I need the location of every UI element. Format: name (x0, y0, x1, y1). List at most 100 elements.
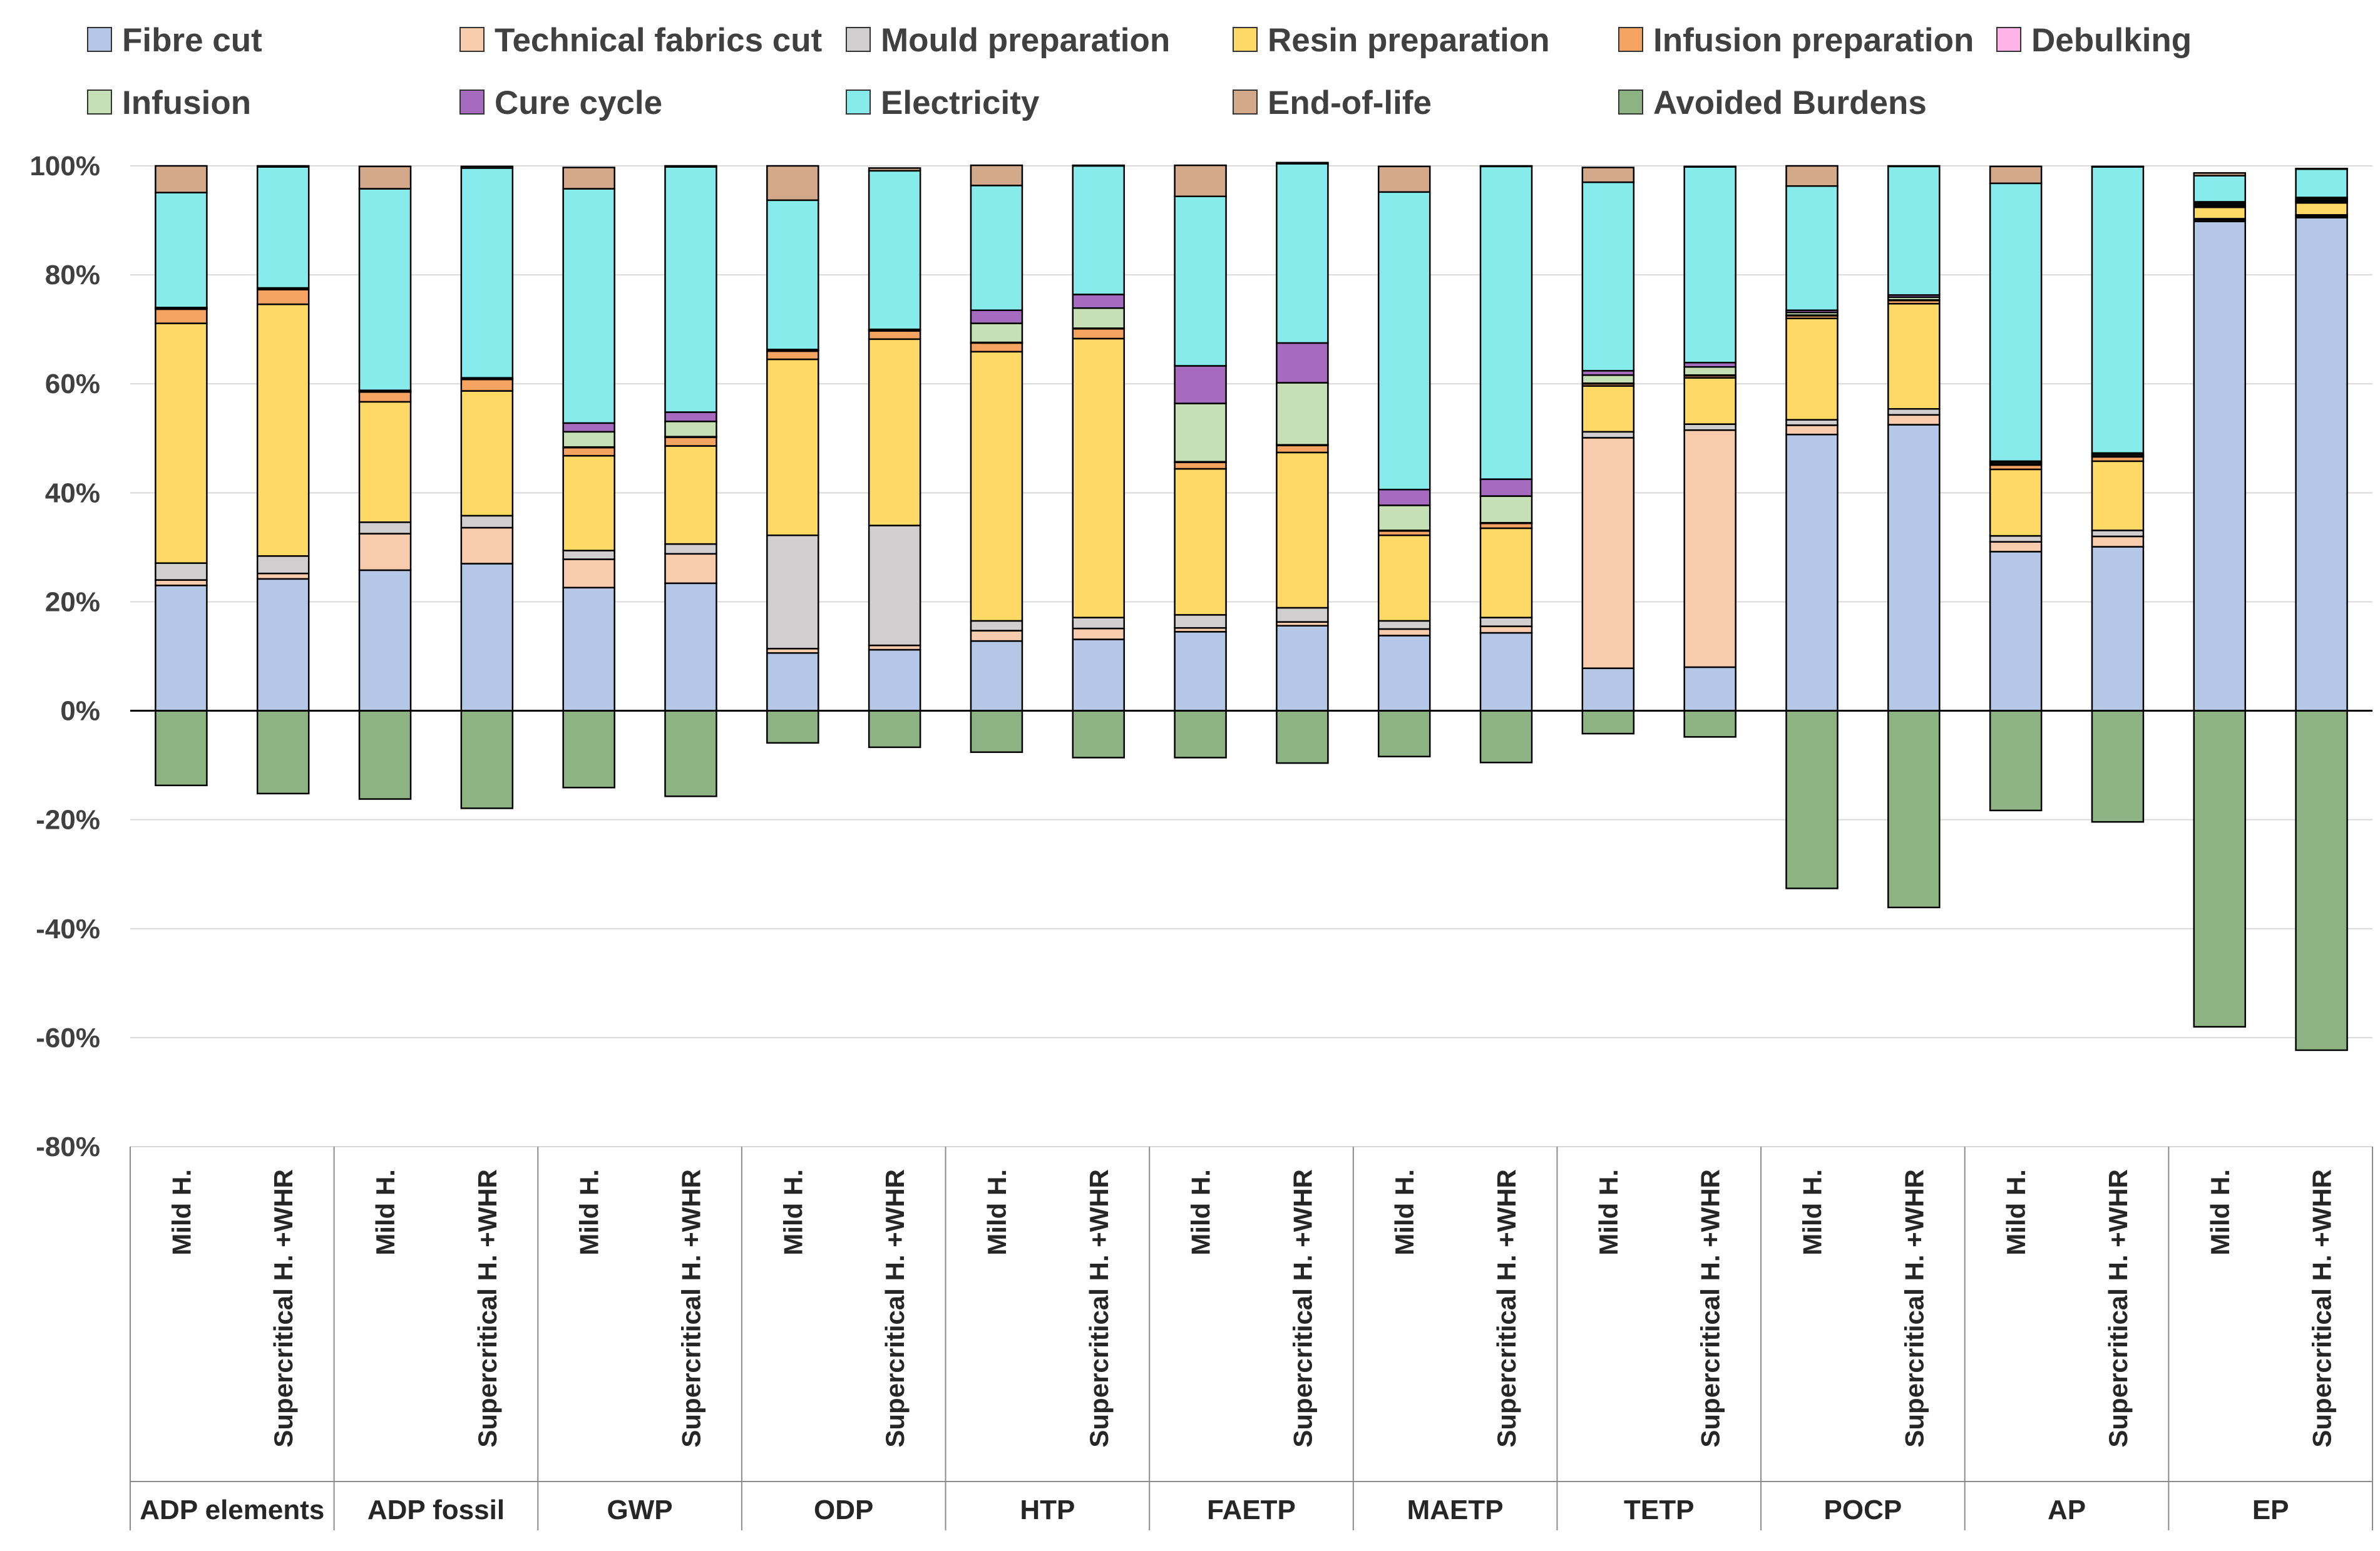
y-tick-label: 80% (45, 260, 100, 290)
bar-segment-fibre-cut-pocp-mild-h (1785, 433, 1839, 712)
bar-segment-end-of-life-faetp-supercritical-h-whr (1276, 161, 1329, 165)
bar-segment-infusion-gwp-supercritical-h-whr (664, 421, 717, 438)
bar-segment-resin-preparation-tetp-supercritical-h-whr (1683, 377, 1736, 425)
bar-segment-technical-fabrics-cut-tetp-supercritical-h-whr (1683, 429, 1736, 668)
bar-segment-electricity-ep-mild-h (2193, 175, 2247, 203)
bar-segment-infusion-preparation-adp-fossil-supercritical-h-whr (460, 379, 514, 392)
category-label: Supercritical H. +WHR (2103, 1169, 2133, 1448)
category-label: Mild H. (2205, 1169, 2235, 1256)
bar-segment-infusion-htp-mild-h (970, 322, 1023, 344)
bar-segment-electricity-ap-mild-h (1989, 182, 2043, 463)
bar-segment-infusion-faetp-supercritical-h-whr (1276, 382, 1329, 446)
bar-segment-resin-preparation-adp-elements-mild-h (155, 322, 208, 564)
bar-segment-technical-fabrics-cut-adp-elements-supercritical-h-whr (256, 572, 310, 580)
bar-segment-technical-fabrics-cut-adp-fossil-supercritical-h-whr (460, 526, 514, 565)
legend-swatch-cure-cycle (459, 90, 485, 115)
category-label: Mild H. (575, 1169, 604, 1256)
bar-segment-fibre-cut-odp-supercritical-h-whr (868, 648, 921, 712)
bar-segment-cure-cycle-htp-mild-h (970, 309, 1023, 324)
bar-segment-technical-fabrics-cut-adp-fossil-mild-h (358, 533, 412, 571)
category-label: Supercritical H. +WHR (473, 1169, 502, 1448)
bar-segment-mould-preparation-faetp-mild-h (1174, 614, 1227, 629)
category-label: Mild H. (2001, 1169, 2031, 1256)
bar-segment-avoided-burdens-faetp-supercritical-h-whr (1276, 710, 1329, 764)
bar-segment-cure-cycle-faetp-supercritical-h-whr (1276, 342, 1329, 384)
category-label: Mild H. (167, 1169, 196, 1256)
legend-swatch-infusion (87, 90, 112, 115)
legend-swatch-electricity (846, 90, 871, 115)
group-label-tetp: TETP (1624, 1495, 1694, 1525)
bar-segment-infusion-preparation-adp-fossil-mild-h (358, 391, 412, 403)
bar-segment-avoided-burdens-ap-supercritical-h-whr (2091, 710, 2145, 823)
bar-segment-fibre-cut-htp-supercritical-h-whr (1072, 638, 1126, 712)
group-label-maetp: MAETP (1407, 1495, 1504, 1525)
category-label: Supercritical H. +WHR (1288, 1169, 1317, 1448)
category-label: Mild H. (982, 1169, 1012, 1256)
group-label-ap: AP (2048, 1495, 2086, 1525)
bar-segment-technical-fabrics-cut-ap-mild-h (1989, 541, 2043, 553)
group-label-odp: ODP (814, 1495, 873, 1525)
legend-swatch-end-of-life (1233, 90, 1258, 115)
bar-segment-electricity-odp-supercritical-h-whr (868, 170, 921, 330)
bar-segment-resin-preparation-odp-supercritical-h-whr (868, 338, 921, 526)
legend-swatch-fibre-cut (87, 27, 112, 52)
bar-segment-resin-preparation-pocp-mild-h (1785, 317, 1839, 421)
bar-segment-fibre-cut-ep-supercritical-h-whr (2295, 217, 2348, 712)
bar-segment-technical-fabrics-cut-gwp-mild-h (562, 558, 615, 589)
bar-segment-resin-preparation-gwp-supercritical-h-whr (664, 445, 717, 545)
bar-segment-mould-preparation-gwp-supercritical-h-whr (664, 543, 717, 555)
bar-segment-fibre-cut-adp-elements-mild-h (155, 585, 208, 712)
bar-segment-end-of-life-gwp-supercritical-h-whr (664, 165, 717, 168)
bar-segment-mould-preparation-odp-supercritical-h-whr (868, 525, 921, 647)
bar-segment-resin-preparation-maetp-supercritical-h-whr (1479, 527, 1533, 618)
bar-segment-electricity-tetp-supercritical-h-whr (1683, 166, 1736, 364)
bar-segment-avoided-burdens-odp-mild-h (766, 710, 819, 744)
bar-segment-resin-preparation-adp-elements-supercritical-h-whr (256, 303, 310, 557)
bar-segment-avoided-burdens-odp-supercritical-h-whr (868, 710, 921, 749)
bar-segment-mould-preparation-pocp-supercritical-h-whr (1887, 408, 1941, 416)
bar-segment-resin-preparation-ep-supercritical-h-whr (2295, 202, 2348, 216)
bar-segment-resin-preparation-adp-fossil-supercritical-h-whr (460, 390, 514, 517)
legend-label-electricity: Electricity (881, 84, 1040, 121)
bar-segment-electricity-faetp-supercritical-h-whr (1276, 163, 1329, 344)
y-tick-label: -60% (36, 1023, 100, 1053)
bar-segment-resin-preparation-pocp-supercritical-h-whr (1887, 303, 1941, 410)
category-label: Mild H. (1798, 1169, 1827, 1256)
bar-segment-electricity-adp-elements-supercritical-h-whr (256, 166, 310, 289)
bar-segment-end-of-life-pocp-mild-h (1785, 165, 1839, 187)
bar-segment-avoided-burdens-adp-fossil-mild-h (358, 710, 412, 800)
bar-segment-fibre-cut-faetp-supercritical-h-whr (1276, 625, 1329, 712)
bar-segment-electricity-maetp-mild-h (1377, 191, 1431, 491)
bar-segment-mould-preparation-odp-mild-h (766, 534, 819, 650)
legend-swatch-mould-preparation (846, 27, 871, 52)
bar-segment-end-of-life-htp-supercritical-h-whr (1072, 164, 1126, 167)
bar-segment-avoided-burdens-gwp-mild-h (562, 710, 615, 789)
bar-segment-mould-preparation-htp-mild-h (970, 620, 1023, 632)
bar-segment-mould-preparation-adp-elements-supercritical-h-whr (256, 555, 310, 575)
y-tick-label: -40% (36, 914, 100, 944)
bar-segment-technical-fabrics-cut-pocp-supercritical-h-whr (1887, 414, 1941, 426)
bar-segment-mould-preparation-tetp-mild-h (1581, 431, 1635, 439)
y-tick-label: -20% (36, 805, 100, 836)
bar-segment-technical-fabrics-cut-ap-supercritical-h-whr (2091, 535, 2145, 548)
bar-segment-technical-fabrics-cut-htp-mild-h (970, 630, 1023, 642)
bar-segment-mould-preparation-htp-supercritical-h-whr (1072, 617, 1126, 630)
bar-segment-resin-preparation-ep-mild-h (2193, 206, 2247, 220)
bar-segment-resin-preparation-htp-mild-h (970, 351, 1023, 622)
legend-swatch-resin-preparation (1233, 27, 1258, 52)
bar-segment-fibre-cut-adp-elements-supercritical-h-whr (256, 578, 310, 712)
bar-segment-technical-fabrics-cut-maetp-mild-h (1377, 628, 1431, 637)
bar-segment-electricity-adp-fossil-supercritical-h-whr (460, 167, 514, 379)
legend-label-cure-cycle: Cure cycle (495, 84, 662, 121)
bar-segment-avoided-burdens-pocp-mild-h (1785, 710, 1839, 889)
bar-segment-end-of-life-adp-elements-supercritical-h-whr (256, 165, 310, 168)
category-label: Supercritical H. +WHR (1696, 1169, 1725, 1448)
bar-segment-fibre-cut-ap-mild-h (1989, 551, 2043, 712)
bar-segment-end-of-life-maetp-mild-h (1377, 165, 1431, 193)
bar-segment-mould-preparation-adp-elements-mild-h (155, 562, 208, 581)
group-label-gwp: GWP (607, 1495, 673, 1525)
legend-label-fibre-cut: Fibre cut (122, 22, 262, 59)
bar-segment-avoided-burdens-faetp-mild-h (1174, 710, 1227, 759)
bar-segment-electricity-maetp-supercritical-h-whr (1479, 165, 1533, 480)
bar-segment-electricity-faetp-mild-h (1174, 195, 1227, 367)
